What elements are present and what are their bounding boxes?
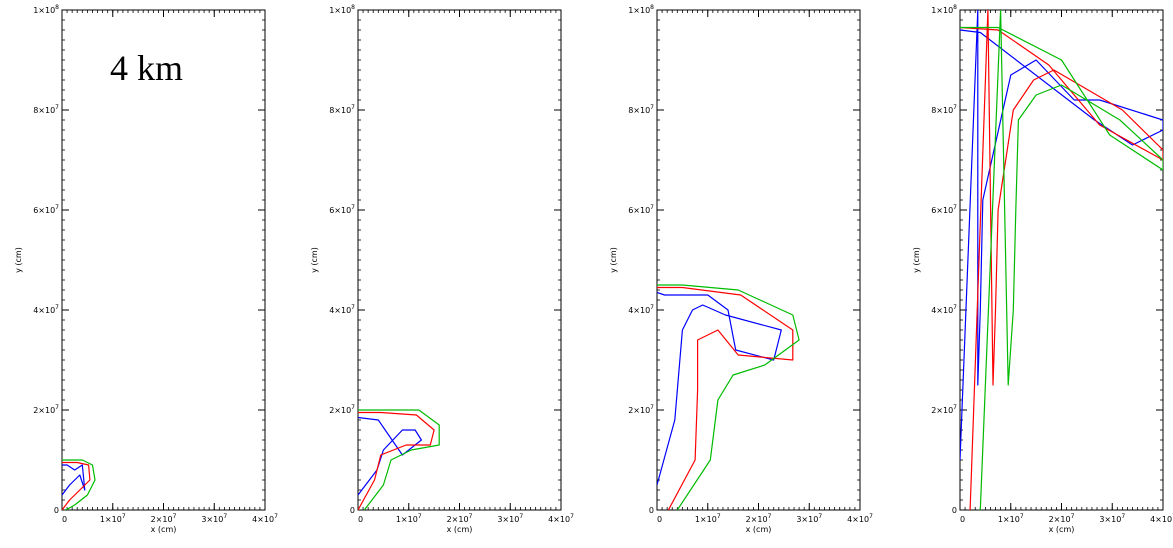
y-axis-label: y (cm): [310, 247, 319, 273]
x-tick-label: 1×107: [998, 513, 1024, 524]
y-tick-label: 4×107: [628, 304, 654, 315]
y-tick-label: 6×107: [628, 204, 654, 215]
panel-4: 0 1×107 2×107 3×107 4×107 0 2×107 4×107 6×107 8×1…: [912, 4, 1173, 534]
y-axis-label: y (cm): [609, 247, 618, 273]
x-tick-label: 4×107: [1150, 513, 1173, 524]
x-axis-label: x (cm): [746, 525, 772, 534]
y-tick-label: 4×107: [931, 304, 957, 315]
y-tick-label: 6×107: [33, 204, 59, 215]
y-minor-ticks: [62, 9, 265, 511]
y-tick-label: 1×108: [628, 4, 654, 15]
contour-series-group: [358, 409, 440, 510]
x-axis-label: x (cm): [1049, 525, 1075, 534]
contour-line-1: [62, 464, 86, 496]
x-tick-label: 0: [62, 515, 67, 524]
y-tick-label: 0: [54, 506, 59, 515]
plot-frame: [656, 9, 861, 511]
y-tick-label: 8×107: [33, 104, 59, 115]
y-axis-label: y (cm): [14, 247, 23, 273]
contour-line-1: [960, 10, 1163, 461]
x-tick-label: 0: [358, 515, 363, 524]
contour-line-1: [358, 416, 422, 496]
x-axis-label: x (cm): [151, 525, 177, 534]
x-tick-label: 2×107: [746, 513, 772, 524]
x-tick-label: 1×107: [100, 513, 126, 524]
x-axis-label: x (cm): [447, 525, 473, 534]
panel-1: 0 1×107 2×107 3×107 4×107 0 2×107 4×107 6×107 8×1…: [14, 4, 278, 534]
y-tick-label: 0: [952, 506, 957, 515]
panel-2: 0 1×107 2×107 3×107 4×107 0 2×107 4×107 6×107 8×1…: [310, 4, 574, 534]
y-tick-label: 8×107: [628, 104, 654, 115]
y-tick-label: 4×107: [329, 304, 355, 315]
y-tick-label: 8×107: [329, 104, 355, 115]
contour-line-3: [358, 409, 440, 510]
y-tick-label: 4×107: [33, 304, 59, 315]
contour-line-2: [62, 461, 91, 510]
y-tick-label: 2×107: [931, 404, 957, 415]
x-tick-label: 0: [657, 515, 662, 524]
y-tick-label: 6×107: [931, 204, 957, 215]
panel-3: 0 1×107 2×107 3×107 4×107 0 2×107 4×107 6×107 8×1…: [609, 4, 873, 534]
contour-series-group: [62, 459, 96, 510]
contour-line-2: [358, 411, 435, 510]
x-tick-label: 0: [960, 515, 965, 524]
x-minor-ticks: [656, 10, 861, 510]
x-tick-label: 4×107: [847, 513, 873, 524]
x-tick-label: 1×107: [695, 513, 721, 524]
x-tick-label: 2×107: [447, 513, 473, 524]
contour-line-2: [960, 10, 1163, 510]
y-tick-label: 2×107: [329, 404, 355, 415]
x-tick-label: 3×107: [201, 513, 227, 524]
x-tick-label: 3×107: [1099, 513, 1125, 524]
x-tick-label: 3×107: [796, 513, 822, 524]
y-tick-label: 2×107: [628, 404, 654, 415]
x-tick-label: 4×107: [252, 513, 278, 524]
contour-series-group: [960, 10, 1163, 510]
y-tick-label: 0: [350, 506, 355, 515]
y-tick-label: 1×108: [931, 4, 957, 15]
y-minor-ticks: [358, 9, 561, 511]
contour-line-1: [657, 291, 782, 486]
x-tick-label: 3×107: [497, 513, 523, 524]
x-tick-label: 2×107: [1049, 513, 1075, 524]
x-tick-label: 2×107: [151, 513, 177, 524]
y-tick-label: 8×107: [931, 104, 957, 115]
panel-annotation: 4 km: [110, 48, 183, 88]
contour-line-3: [657, 284, 800, 510]
y-tick-label: 1×108: [33, 4, 59, 15]
y-tick-label: 0: [649, 506, 654, 515]
contour-series-group: [657, 284, 800, 510]
y-tick-label: 6×107: [329, 204, 355, 215]
x-tick-label: 4×107: [548, 513, 574, 524]
y-axis-label: y (cm): [912, 247, 921, 273]
y-tick-label: 1×108: [329, 4, 355, 15]
y-minor-ticks: [657, 9, 860, 511]
contour-line-2: [657, 286, 794, 510]
x-tick-label: 1×107: [396, 513, 422, 524]
contour-line-3: [960, 10, 1163, 510]
y-tick-label: 2×107: [33, 404, 59, 415]
contour-line-3: [62, 459, 96, 510]
